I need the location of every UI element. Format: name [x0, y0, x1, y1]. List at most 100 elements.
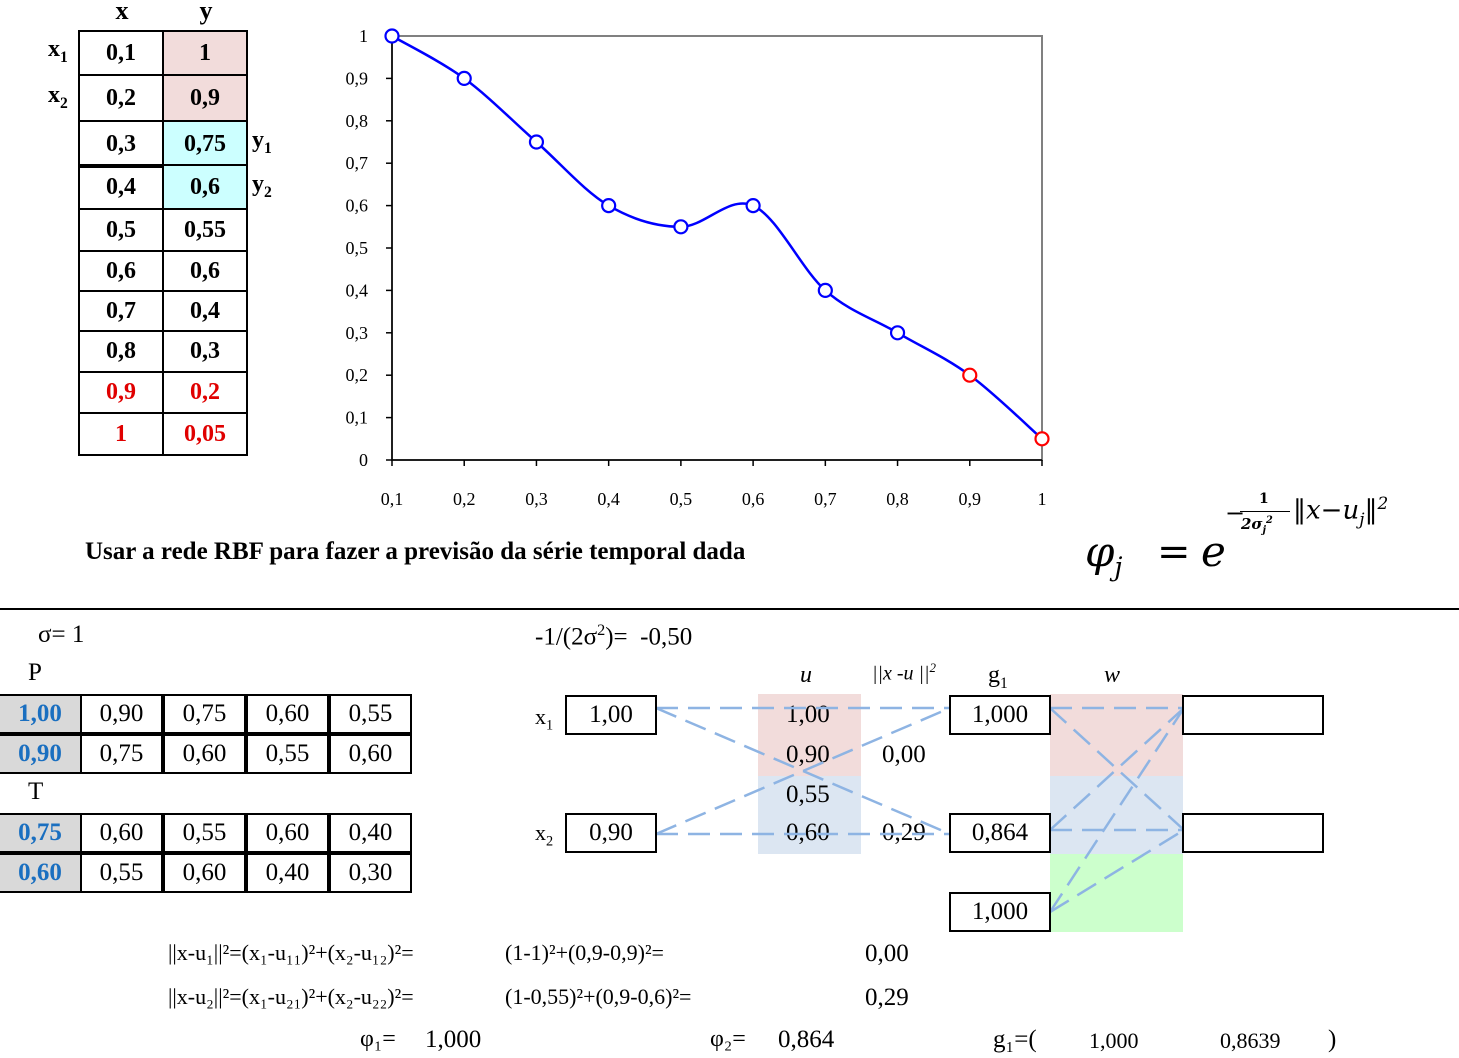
y-tick-label: 0,1 — [346, 408, 369, 428]
T-cell: 0,60 — [80, 813, 163, 853]
x-tick-label: 0,3 — [525, 489, 548, 509]
input-box-x2: 0,90 — [565, 813, 657, 853]
P-cell: 0,60 — [246, 694, 329, 734]
output-box-1 — [1182, 695, 1324, 735]
distance-eq-2-mid: (1-0,55)²+(0,9-0,6)²= — [505, 984, 692, 1009]
g-box-3: 1,000 — [949, 892, 1051, 932]
P-cell: 0,60 — [163, 734, 246, 774]
g-box-1: 1,000 — [949, 695, 1051, 735]
g-box-2: 0,864 — [949, 813, 1051, 853]
y-tick-label: 0,7 — [346, 153, 369, 173]
caption: Usar a rede RBF para fazer a previsão da… — [85, 538, 746, 565]
g1-close: ) — [1328, 1026, 1337, 1053]
data-point — [528, 134, 545, 150]
table-cell-y: 1 — [162, 30, 248, 76]
data-point — [889, 325, 906, 341]
coefficient: -1/(2σ2)= -0,50 — [535, 621, 693, 651]
distance-eq-2-lhs: ||x-u₂||²=(x₁-u₂₁)²+(x₂-u₂₂)²= — [168, 984, 414, 1009]
data-point — [745, 198, 761, 214]
g1-value-b: 0,8639 — [1220, 1028, 1281, 1053]
data-point — [962, 367, 978, 383]
T-cell: 0,60 — [163, 853, 246, 893]
distance-eq-2-result: 0,29 — [865, 984, 909, 1011]
distance-eq-1-lhs: ||x-u₁||²=(x₁-u₁₁)²+(x₂-u₁₂)²= — [168, 940, 414, 965]
P-cell: 0,60 — [329, 734, 412, 774]
data-point — [601, 198, 617, 214]
P-cell: 1,00 — [0, 694, 82, 734]
u-value-1: 1,00 — [786, 701, 830, 728]
g-header: g1 — [988, 662, 1008, 692]
phi2-value: 0,864 — [778, 1026, 835, 1053]
T-cell: 0,40 — [246, 853, 329, 893]
y-tick-label: 0,8 — [346, 111, 369, 131]
data-point — [384, 28, 400, 44]
table-cell-y: 0,05 — [162, 412, 248, 456]
w-header: w — [1104, 662, 1121, 688]
x-tick-label: 0,9 — [959, 489, 982, 509]
y-tick-label: 0 — [359, 450, 368, 470]
distance-value-1: 0,00 — [882, 741, 926, 768]
T-cell: 0,30 — [329, 853, 412, 893]
x-tick-label: 0,4 — [597, 489, 620, 509]
column-header-x: x — [115, 0, 129, 25]
u-header: u — [800, 662, 812, 688]
row-label-x1: x1 — [48, 36, 68, 66]
column-header-y: y — [199, 0, 213, 25]
row-label-y1: y1 — [252, 127, 272, 157]
series-line — [391, 34, 1043, 440]
x-tick-label: 0,8 — [886, 489, 909, 509]
g1-label: g₁=( — [993, 1026, 1037, 1053]
x-tick-label: 0,2 — [453, 489, 476, 509]
table-cell-y: 0,2 — [162, 371, 248, 414]
distance-eq-1-mid: (1-1)²+(0,9-0,9)²= — [505, 940, 664, 965]
data-point — [456, 70, 472, 87]
phi1-label: φ₁= — [360, 1026, 396, 1052]
P-cell: 0,90 — [80, 694, 163, 734]
T-cell: 0,40 — [329, 813, 412, 853]
y-tick-label: 0,4 — [346, 280, 369, 300]
x-tick-label: 0,6 — [742, 489, 765, 509]
output-box-2 — [1182, 813, 1324, 853]
y-tick-label: 0,9 — [346, 68, 369, 88]
phi1-value: 1,000 — [425, 1026, 482, 1053]
T-cell: 0,75 — [0, 813, 82, 853]
T-cell: 0,55 — [80, 853, 163, 893]
distance-value-2: 0,29 — [882, 819, 926, 846]
u-highlight-pink — [758, 694, 861, 776]
table-cell-x: 0,3 — [78, 120, 164, 168]
sigma-label: σ= 1 — [38, 621, 85, 648]
distance-eq-1-result: 0,00 — [865, 940, 909, 967]
data-point — [817, 282, 833, 298]
y-tick-label: 0,6 — [346, 196, 369, 216]
phi2-label: φ₂= — [710, 1026, 746, 1052]
data-point — [673, 219, 689, 235]
P-cell: 0,55 — [329, 694, 412, 734]
rbf-formula: φj = e − 1 2σj2 ‖x−uj‖2 — [1085, 491, 1389, 583]
P-label: P — [28, 659, 42, 686]
P-cell: 0,75 — [163, 694, 246, 734]
P-cell: 0,75 — [80, 734, 163, 774]
T-cell: 0,60 — [246, 813, 329, 853]
input-box-x1: 1,00 — [565, 695, 657, 735]
P-cell: 0,55 — [246, 734, 329, 774]
g1-value-a: 1,000 — [1089, 1028, 1139, 1053]
data-point — [1034, 431, 1050, 447]
y-tick-label: 0,2 — [346, 365, 369, 385]
w-highlight-blue — [1050, 776, 1183, 854]
y-tick-label: 0,5 — [346, 238, 369, 258]
w-highlight-green — [1050, 854, 1183, 932]
x-tick-label: 0,1 — [381, 489, 404, 509]
row-label-x2: x2 — [48, 82, 68, 112]
x-tick-label: 0,5 — [670, 489, 693, 509]
table-cell-y: 0,6 — [162, 250, 248, 292]
T-cell: 0,55 — [163, 813, 246, 853]
x-tick-label: 0,7 — [814, 489, 837, 509]
divider — [0, 608, 1459, 610]
distance-header: ||x -u ||2 — [872, 660, 937, 685]
x-tick-label: 1 — [1038, 489, 1047, 509]
y-tick-label: 1 — [359, 26, 368, 46]
y-tick-label: 0,3 — [346, 323, 369, 343]
u-value-4: 0,60 — [786, 819, 830, 846]
T-label: T — [28, 778, 44, 805]
